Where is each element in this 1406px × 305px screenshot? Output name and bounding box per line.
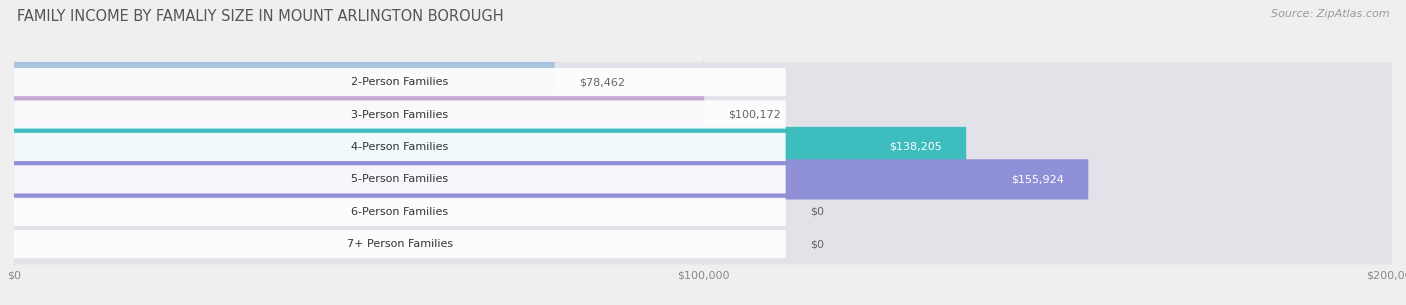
FancyBboxPatch shape <box>14 224 1392 264</box>
FancyBboxPatch shape <box>14 133 786 161</box>
FancyBboxPatch shape <box>14 95 1392 135</box>
FancyBboxPatch shape <box>14 198 786 226</box>
Text: 4-Person Families: 4-Person Families <box>352 142 449 152</box>
FancyBboxPatch shape <box>14 127 1392 167</box>
FancyBboxPatch shape <box>14 68 786 96</box>
Text: $0: $0 <box>810 207 824 217</box>
Text: FAMILY INCOME BY FAMALIY SIZE IN MOUNT ARLINGTON BOROUGH: FAMILY INCOME BY FAMALIY SIZE IN MOUNT A… <box>17 9 503 24</box>
Text: $0: $0 <box>810 239 824 249</box>
FancyBboxPatch shape <box>14 95 704 135</box>
Text: 7+ Person Families: 7+ Person Families <box>347 239 453 249</box>
FancyBboxPatch shape <box>14 159 1088 199</box>
FancyBboxPatch shape <box>14 192 1392 232</box>
FancyBboxPatch shape <box>14 62 1392 102</box>
FancyBboxPatch shape <box>14 62 554 102</box>
Text: 6-Person Families: 6-Person Families <box>352 207 449 217</box>
Text: $138,205: $138,205 <box>890 142 942 152</box>
FancyBboxPatch shape <box>14 230 786 258</box>
FancyBboxPatch shape <box>14 159 1392 199</box>
Text: 5-Person Families: 5-Person Families <box>352 174 449 185</box>
FancyBboxPatch shape <box>14 100 786 129</box>
Text: 2-Person Families: 2-Person Families <box>352 77 449 87</box>
Text: $155,924: $155,924 <box>1011 174 1064 185</box>
Text: $100,172: $100,172 <box>728 109 782 120</box>
Text: Source: ZipAtlas.com: Source: ZipAtlas.com <box>1271 9 1389 19</box>
Text: $78,462: $78,462 <box>579 77 624 87</box>
FancyBboxPatch shape <box>14 127 966 167</box>
FancyBboxPatch shape <box>14 165 786 193</box>
Text: 3-Person Families: 3-Person Families <box>352 109 449 120</box>
